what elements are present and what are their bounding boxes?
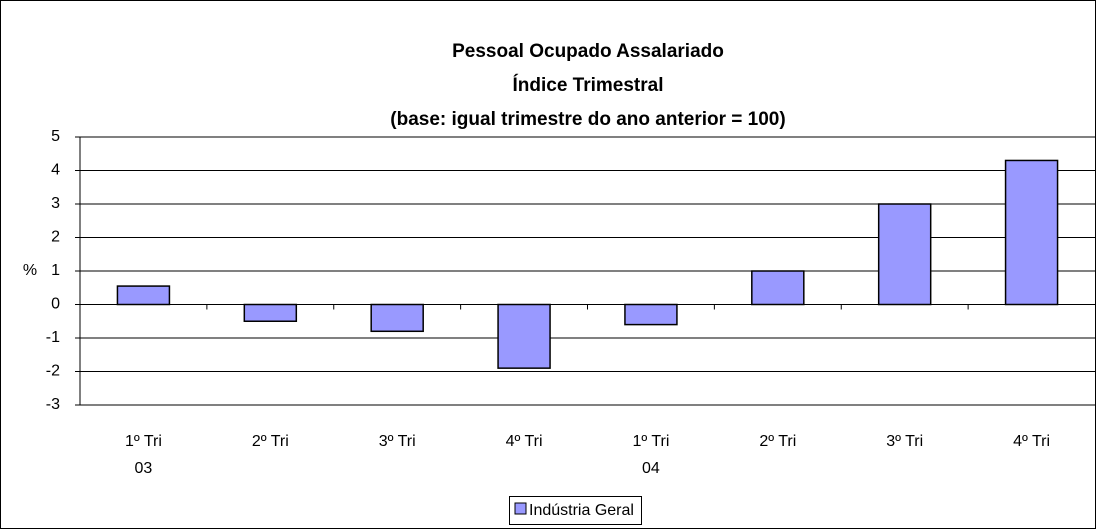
x-tick-label: 4º Tri xyxy=(506,433,543,450)
y-tick-label: 0 xyxy=(51,296,60,313)
chart-title: Índice Trimestral xyxy=(512,74,663,96)
y-axis-label: % xyxy=(23,262,37,279)
chart-title: (base: igual trimestre do ano anterior =… xyxy=(390,109,785,130)
x-tick-label: 1º Tri xyxy=(632,433,669,450)
x-tick-label: 2º Tri xyxy=(759,433,796,450)
bar xyxy=(1004,159,1059,306)
legend-label: Indústria Geral xyxy=(529,502,634,519)
bar xyxy=(751,270,805,306)
y-tick-label: 5 xyxy=(51,128,60,145)
x-group-label: 03 xyxy=(135,460,153,477)
bar xyxy=(243,303,298,322)
y-tick-label: 1 xyxy=(51,262,60,279)
x-tick-label: 3º Tri xyxy=(886,433,923,450)
legend-swatch xyxy=(514,502,527,515)
chart-title: Pessoal Ocupado Assalariado xyxy=(452,41,724,62)
x-tick-label: 1º Tri xyxy=(125,433,162,450)
y-tick-label: -2 xyxy=(46,363,60,380)
bar xyxy=(877,203,932,306)
y-tick-label: 3 xyxy=(51,195,60,212)
bar xyxy=(370,303,424,333)
x-tick-label: 2º Tri xyxy=(252,433,289,450)
bar xyxy=(116,285,171,306)
y-tick-label: 2 xyxy=(51,229,60,246)
y-tick-label: -1 xyxy=(46,329,60,346)
bar xyxy=(624,303,678,326)
x-group-label: 04 xyxy=(642,460,660,477)
legend-box xyxy=(509,496,642,525)
y-tick-label: -3 xyxy=(46,396,60,413)
y-tick-label: 4 xyxy=(51,162,60,179)
x-tick-label: 3º Tri xyxy=(379,433,416,450)
bar xyxy=(497,303,551,369)
x-tick-label: 4º Tri xyxy=(1013,433,1050,450)
